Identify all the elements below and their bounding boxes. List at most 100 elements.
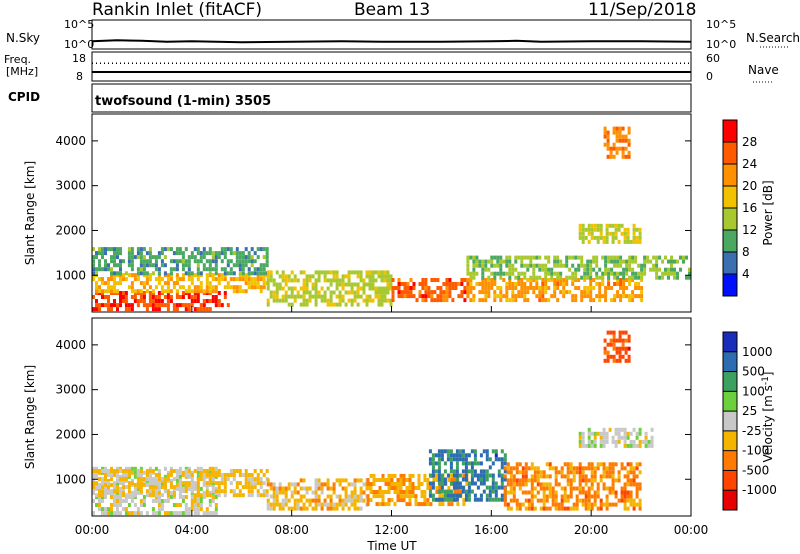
velocity-cells-cell xyxy=(533,474,537,479)
power-cells-cell xyxy=(487,290,491,295)
power-cells-cell xyxy=(499,275,503,280)
power-cells-cell xyxy=(256,281,260,286)
power-cells-cell xyxy=(214,289,218,294)
power-cells-cell xyxy=(223,285,227,290)
power-cells-cell xyxy=(287,274,291,279)
power-cells-cell xyxy=(332,290,336,295)
power-cells-cell xyxy=(154,267,158,272)
power-cells-cell xyxy=(329,298,333,303)
power-cells-cell xyxy=(508,286,512,290)
power-cells-cell xyxy=(98,259,101,264)
velocity-cells-cell xyxy=(615,358,619,363)
power-cells-cell xyxy=(196,295,200,299)
power-cells-cell xyxy=(139,263,143,268)
velocity-cells-cell xyxy=(405,490,409,494)
power-cells-cell xyxy=(196,259,200,264)
velocity-cells-cell xyxy=(136,511,140,516)
power-cells-cell xyxy=(538,290,542,295)
power-cells-cell xyxy=(241,251,245,256)
power-cells-cell xyxy=(148,299,152,303)
velocity-cells-cell xyxy=(338,498,342,503)
velocity-cells-cell xyxy=(606,350,610,355)
power-cells-cell xyxy=(166,247,170,252)
power-cells-cell xyxy=(526,278,530,282)
power-cells-cell xyxy=(217,251,221,256)
power-cells-cell xyxy=(142,295,146,299)
power-cells-cell xyxy=(139,299,143,303)
velocity-cells-cell xyxy=(608,427,612,432)
power-cells-cell xyxy=(627,130,631,135)
power-cells-cell xyxy=(287,294,291,299)
velocity-cells-cell xyxy=(110,473,113,477)
power-cells-cell xyxy=(190,281,194,286)
power-cells-cell xyxy=(615,134,619,139)
velocity-cells-cell xyxy=(443,497,447,502)
velocity-cells-cell xyxy=(530,482,534,487)
velocity-cells-cell xyxy=(169,478,173,483)
power-cells-cell xyxy=(238,289,242,294)
velocity-cells-cell xyxy=(378,478,382,482)
power-cells-cell xyxy=(142,303,146,308)
power-cells-cell xyxy=(424,286,428,290)
velocity-cells-cell xyxy=(443,461,447,466)
power-cells-cell xyxy=(607,255,611,260)
power-cells-cell xyxy=(148,295,152,299)
power-cells-cell xyxy=(205,281,209,286)
velocity-cells-cell xyxy=(148,469,152,473)
power-cells-cell xyxy=(493,282,497,286)
power-cells-cell xyxy=(628,267,632,272)
power-cells-cell xyxy=(609,154,613,159)
velocity-cells-cell xyxy=(329,502,333,507)
velocity-cells-cell xyxy=(311,498,315,503)
power-cells-cell xyxy=(580,263,584,268)
power-cells-cell xyxy=(611,235,615,240)
power-cells-cell xyxy=(595,255,599,260)
power-cells-cell xyxy=(463,286,467,290)
power-cells-cell xyxy=(578,227,582,232)
velocity-cells-cell xyxy=(578,474,582,479)
power-cells-cell xyxy=(606,142,610,147)
velocity-cells-cell xyxy=(593,435,597,440)
velocity-cells-cell xyxy=(569,506,573,511)
power-cells-cell xyxy=(505,294,509,299)
velocity-cells-cell xyxy=(438,486,442,490)
power-cells-cell xyxy=(232,289,236,294)
velocity-cells-cell xyxy=(116,489,119,494)
power-cells-cell xyxy=(133,289,137,294)
power-cells-cell xyxy=(487,282,491,286)
velocity-cells-cell xyxy=(250,477,254,482)
velocity-cells-cell xyxy=(151,477,155,482)
velocity-cells-cell xyxy=(366,502,370,507)
power-cells-cell xyxy=(119,277,122,282)
velocity-cells-cell xyxy=(542,494,546,499)
velocity-cells-cell xyxy=(563,486,567,491)
power-cells-cell xyxy=(244,273,248,278)
velocity-cells-cell xyxy=(414,486,418,490)
velocity-cells-cell xyxy=(314,482,318,487)
power-cells-cell xyxy=(154,255,158,260)
power-cells-cell xyxy=(499,286,503,290)
velocity-cells-cell xyxy=(437,469,441,474)
power-cells-cell xyxy=(281,278,285,283)
power-cells-cell xyxy=(275,286,279,291)
velocity-cells-cell xyxy=(154,485,158,490)
velocity-cells-cell xyxy=(193,493,197,498)
velocity-cells-cell xyxy=(98,493,101,498)
velocity-cells-cell xyxy=(602,482,606,487)
power-cells-cell xyxy=(604,267,608,272)
power-cells-cell xyxy=(544,278,548,282)
velocity-cells-cell xyxy=(208,493,212,498)
power-cells-cell xyxy=(583,275,587,280)
velocity-cells-cell xyxy=(381,473,385,478)
velocity-cells-cell xyxy=(98,489,101,494)
power-cells-cell xyxy=(305,282,309,287)
velocity-cells-cell xyxy=(184,466,188,471)
power-cells-cell xyxy=(466,290,470,295)
power-cells-cell xyxy=(640,271,644,276)
velocity-cells-cell xyxy=(443,449,447,454)
velocity-cells-cell xyxy=(366,478,370,482)
velocity-cells-cell xyxy=(399,494,403,499)
velocity-cells-cell xyxy=(119,481,122,486)
velocity-cells-cell xyxy=(605,474,609,479)
power-cells-cell xyxy=(612,130,616,135)
